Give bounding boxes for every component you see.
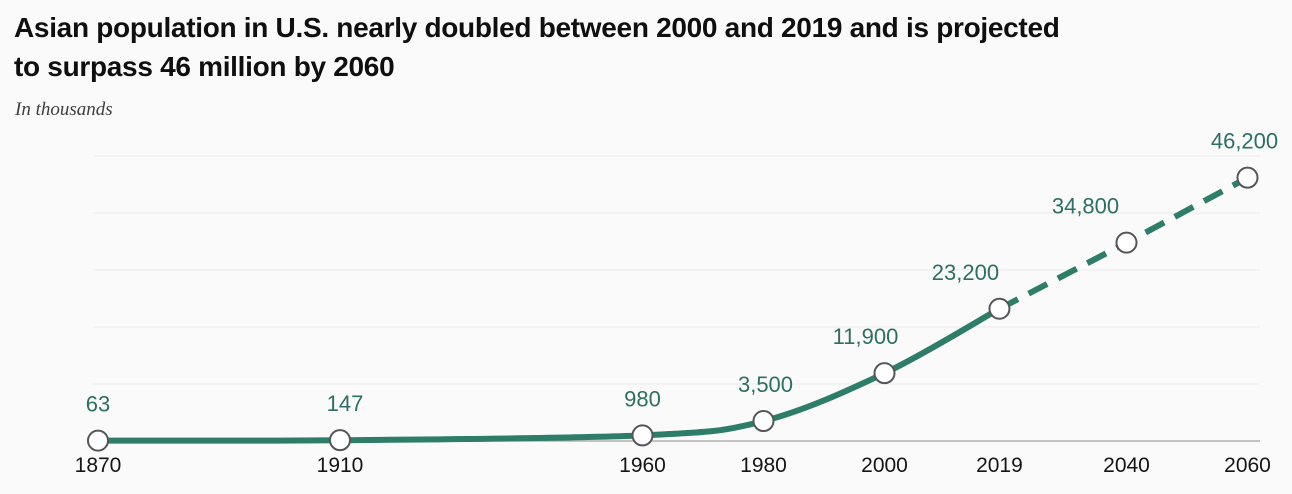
x-axis-label: 1960 — [619, 454, 666, 477]
x-axis-label: 2019 — [976, 454, 1023, 477]
data-point-marker — [631, 424, 654, 447]
x-axis-label: 1910 — [317, 454, 364, 477]
x-axis-label: 2040 — [1103, 454, 1150, 477]
x-axis-label: 1870 — [75, 454, 122, 477]
data-point-label: 23,200 — [932, 260, 999, 285]
data-point-marker — [1115, 231, 1138, 254]
chart-title-line-1: Asian population in U.S. nearly doubled … — [14, 12, 1060, 43]
chart-title: Asian population in U.S. nearly doubled … — [14, 8, 1060, 86]
chart-title-line-2: to surpass 46 million by 2060 — [14, 51, 395, 82]
data-point-marker — [873, 362, 896, 385]
chart-subtitle: In thousands — [15, 99, 113, 120]
data-point-label: 11,900 — [833, 324, 899, 349]
data-point-label: 46,200 — [1211, 129, 1278, 154]
data-point-label: 147 — [327, 391, 364, 416]
data-point-marker — [988, 297, 1011, 320]
x-axis-label: 2000 — [861, 454, 908, 477]
x-axis-label: 1980 — [740, 454, 787, 477]
data-point-label: 63 — [86, 392, 110, 417]
data-point-marker — [752, 410, 775, 433]
data-point-label: 3,500 — [738, 372, 793, 397]
data-point-label: 34,800 — [1052, 194, 1119, 219]
data-point-marker — [1236, 166, 1259, 189]
data-point-marker — [87, 429, 109, 452]
data-point-marker — [329, 429, 351, 452]
data-point-label: 980 — [624, 386, 661, 411]
x-axis-label: 2060 — [1224, 454, 1271, 477]
